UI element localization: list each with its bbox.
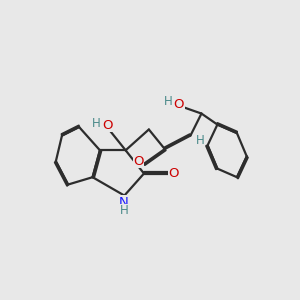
Text: O: O (169, 167, 179, 180)
Text: O: O (133, 155, 144, 168)
Text: H: H (195, 134, 204, 148)
Text: H: H (120, 204, 129, 217)
Text: O: O (174, 98, 184, 111)
Text: O: O (102, 119, 112, 132)
Text: H: H (92, 117, 101, 130)
Text: N: N (118, 196, 128, 209)
Text: H: H (164, 95, 173, 108)
